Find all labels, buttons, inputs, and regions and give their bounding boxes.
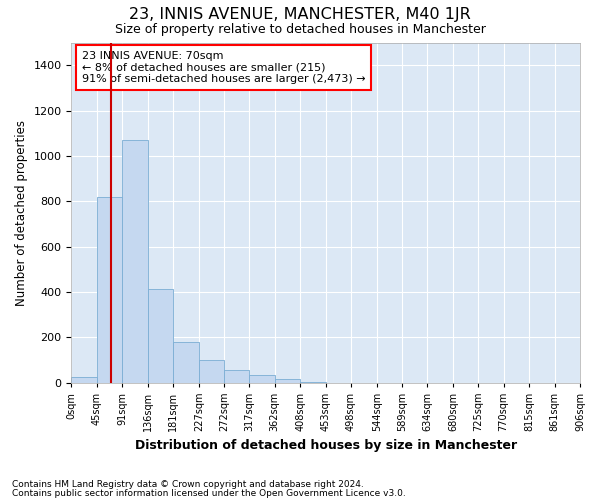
- Bar: [224, 370, 250, 382]
- Bar: [199, 360, 224, 382]
- Y-axis label: Number of detached properties: Number of detached properties: [15, 120, 28, 306]
- Bar: [173, 342, 199, 382]
- Text: 23, INNIS AVENUE, MANCHESTER, M40 1JR: 23, INNIS AVENUE, MANCHESTER, M40 1JR: [129, 8, 471, 22]
- X-axis label: Distribution of detached houses by size in Manchester: Distribution of detached houses by size …: [134, 440, 517, 452]
- Text: Size of property relative to detached houses in Manchester: Size of property relative to detached ho…: [115, 22, 485, 36]
- Bar: [97, 196, 122, 382]
- Bar: [250, 374, 275, 382]
- Text: 23 INNIS AVENUE: 70sqm
← 8% of detached houses are smaller (215)
91% of semi-det: 23 INNIS AVENUE: 70sqm ← 8% of detached …: [82, 51, 365, 84]
- Bar: [148, 288, 173, 382]
- Bar: [71, 377, 97, 382]
- Bar: [122, 140, 148, 382]
- Text: Contains HM Land Registry data © Crown copyright and database right 2024.: Contains HM Land Registry data © Crown c…: [12, 480, 364, 489]
- Bar: [275, 379, 301, 382]
- Text: Contains public sector information licensed under the Open Government Licence v3: Contains public sector information licen…: [12, 488, 406, 498]
